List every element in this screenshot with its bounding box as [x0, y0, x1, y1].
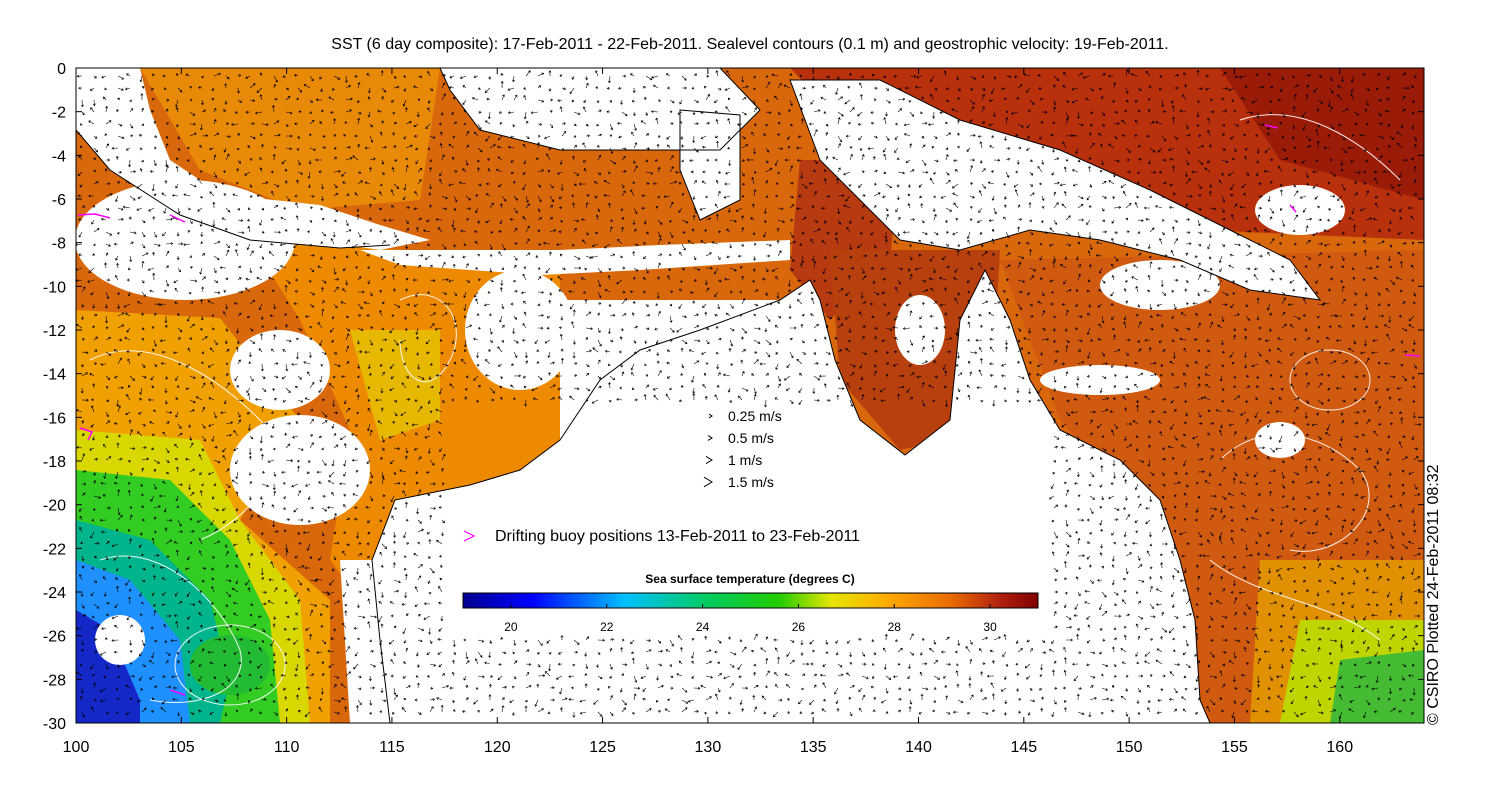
colorbar-tick-label: 26: [792, 620, 806, 634]
velocity-legend-label: 0.25 m/s: [728, 408, 782, 424]
velocity-legend-label: 0.5 m/s: [728, 430, 774, 446]
x-tick-label: 150: [1116, 739, 1143, 756]
x-tick-label: 135: [800, 739, 827, 756]
x-tick-label: 145: [1010, 739, 1037, 756]
velocity-legend-arrow: [708, 413, 713, 419]
x-tick-label: 115: [379, 739, 405, 756]
x-tick-label: 100: [63, 739, 90, 756]
velocity-legend-label: 1 m/s: [728, 452, 762, 468]
geostrophic-velocity-arrows: [76, 69, 1422, 719]
velocity-legend-arrow: [705, 455, 713, 465]
y-tick-label: -8: [52, 236, 66, 253]
x-tick-label: 120: [484, 739, 511, 756]
sealevel-contours: [89, 114, 1401, 706]
y-tick-label: -12: [43, 323, 66, 340]
x-tick-label: 105: [168, 739, 195, 756]
y-tick-label: -4: [52, 148, 66, 165]
colorbar-tick-label: 28: [888, 620, 902, 634]
y-tick-label: -26: [43, 629, 66, 646]
velocity-legend-arrow: [707, 435, 713, 441]
x-tick-label: 130: [695, 739, 722, 756]
buoy-track: [169, 689, 186, 696]
buoy-legend-label: Drifting buoy positions 13-Feb-2011 to 2…: [495, 528, 860, 545]
y-tick-label: -16: [43, 410, 66, 427]
y-tick-label: -6: [52, 192, 66, 209]
velocity-legend-label: 1.5 m/s: [728, 474, 774, 490]
y-tick-label: -20: [43, 498, 66, 515]
y-tick-label: -18: [43, 454, 66, 471]
colorbar-tick-label: 22: [600, 620, 614, 634]
buoy-tracks: [77, 124, 1421, 696]
buoy-track: [1404, 354, 1421, 357]
buoy-legend-marker: [463, 530, 476, 542]
colorbar-ticks: 20 22 24 26 28 30: [504, 604, 997, 634]
y-tick-label: -14: [43, 367, 66, 384]
x-tick-label: 155: [1221, 739, 1248, 756]
y-tick-label: -28: [43, 672, 66, 689]
colorbar-tick-label: 24: [696, 620, 710, 634]
buoy-legend: Drifting buoy positions 13-Feb-2011 to 2…: [463, 528, 860, 545]
figure-title: SST (6 day composite): 17-Feb-2011 - 22-…: [331, 36, 1169, 53]
colorbar-tick-label: 30: [983, 620, 997, 634]
credit-text: © CSIRO Plotted 24-Feb-2011 08:32: [1425, 464, 1442, 725]
y-tick-label: -2: [52, 105, 66, 122]
colorbar-tick-label: 20: [504, 620, 518, 634]
colorbar-gradient-bar: [462, 592, 1039, 609]
colorbar-title: Sea surface temperature (degrees C): [645, 572, 854, 586]
plot-frame: [75, 67, 1425, 724]
y-axis: 0 -2 -4 -6 -8 -10 -12 -14 -16 -18 -20 -22 -24 -26 -28 -…: [43, 61, 1424, 733]
y-tick-label: -24: [43, 585, 66, 602]
velocity-legend: 0.25 m/s 0.5 m/s 1 m/s 1.5 m/s: [703, 408, 782, 490]
x-tick-label: 125: [589, 739, 616, 756]
y-tick-label: -10: [43, 279, 66, 296]
y-tick-label: -22: [43, 541, 66, 558]
colorbar: Sea surface temperature (degrees C) 20 22…: [462, 572, 1039, 634]
x-axis: 100 105 110 115 120 125 130 135 140 145 150 155 160: [63, 68, 1353, 756]
buoy-track: [77, 213, 111, 219]
y-tick-label: -30: [43, 716, 66, 733]
x-tick-label: 160: [1326, 739, 1353, 756]
x-tick-label: 140: [905, 739, 932, 756]
buoy-track: [1289, 204, 1297, 213]
coastlines: [76, 68, 1322, 723]
buoy-track: [1264, 124, 1279, 129]
x-tick-label: 110: [274, 739, 300, 756]
velocity-legend-arrow: [703, 476, 713, 488]
buoy-track: [169, 214, 186, 223]
y-tick-label: 0: [57, 61, 66, 78]
velocity-arrow-field: [76, 69, 1422, 719]
buoy-track: [79, 427, 94, 441]
